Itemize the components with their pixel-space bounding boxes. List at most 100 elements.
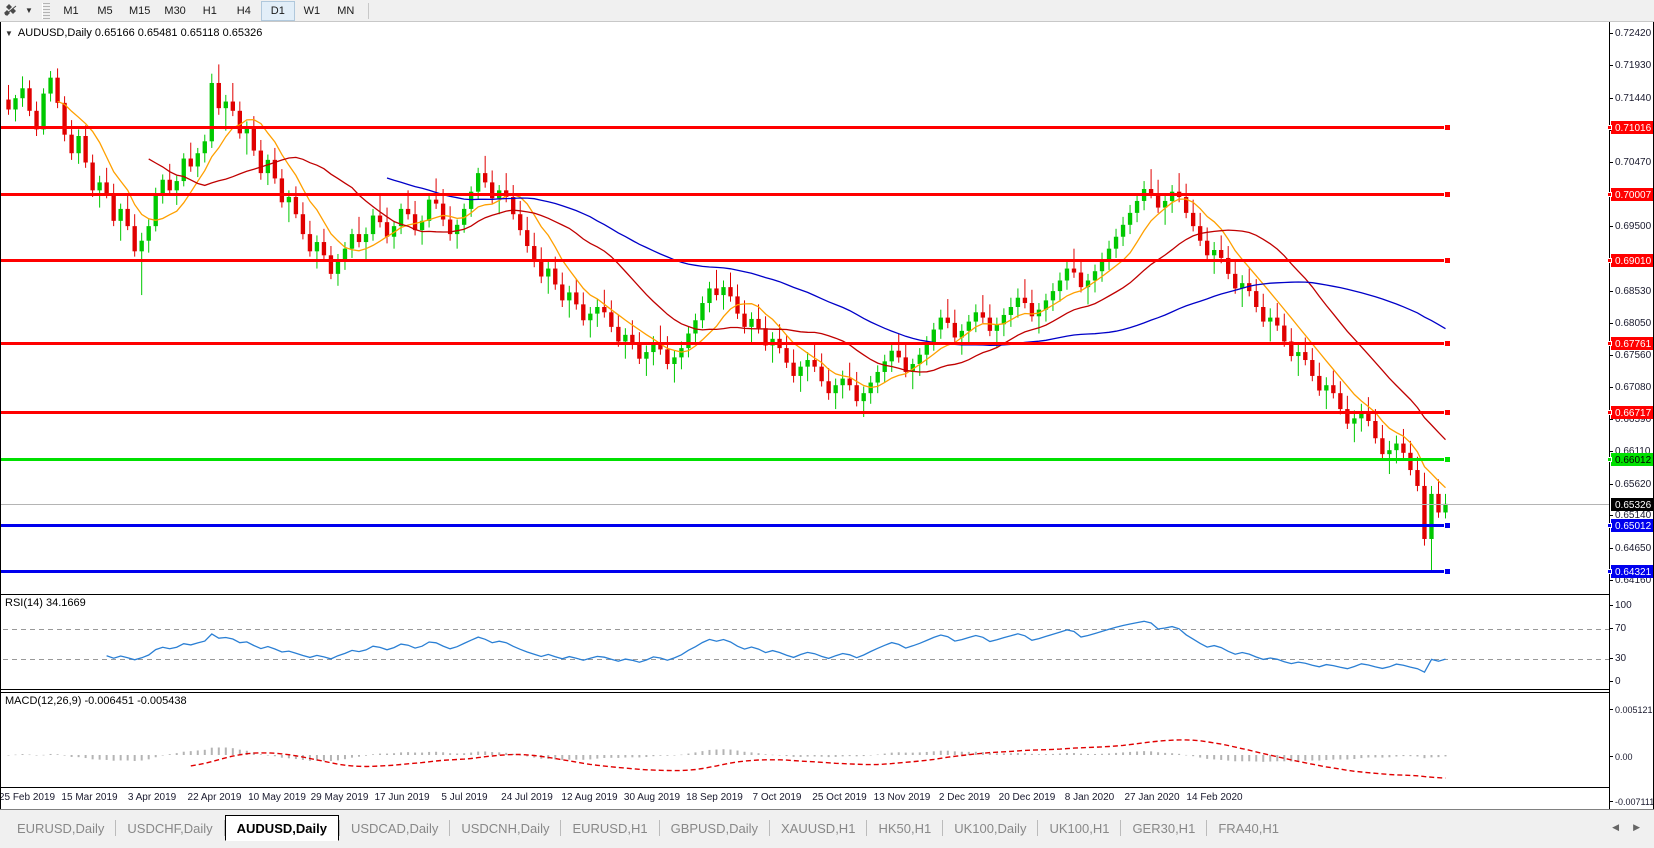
tab-divider: [560, 820, 562, 836]
tab-divider: [942, 820, 944, 836]
tab-gbpusd-daily[interactable]: GBPUSD,Daily: [670, 820, 759, 836]
price-label-support[interactable]: 0.66012: [1607, 452, 1653, 466]
tab-divider: [338, 820, 340, 836]
date-tick: 7 Oct 2019: [752, 792, 802, 803]
price-label-resistance[interactable]: 0.67761: [1607, 336, 1653, 350]
tab-uk100-daily[interactable]: UK100,Daily: [954, 820, 1027, 836]
level-drag-handle[interactable]: [1444, 521, 1451, 529]
level-handle[interactable]: [1607, 409, 1612, 415]
timeframe-w1[interactable]: W1: [303, 4, 321, 17]
tab-usdcnh-daily[interactable]: USDCNH,Daily: [461, 820, 550, 836]
price-label-current[interactable]: 0.65326: [1611, 498, 1653, 512]
timeframe-m15[interactable]: M15: [129, 4, 151, 17]
rsi-tick: 70: [1610, 623, 1653, 635]
level-line-blue-level[interactable]: [1, 567, 1451, 575]
level-handle[interactable]: [1607, 124, 1612, 130]
tab-xauusd-h1[interactable]: XAUUSD,H1: [781, 820, 856, 836]
macd-pane[interactable]: MACD(12,26,9) -0.006451 -0.005438: [1, 692, 1611, 787]
timeframe-m1[interactable]: M1: [63, 4, 79, 17]
toolbar-grip[interactable]: [42, 2, 50, 19]
macd-tick: 0.00: [1610, 751, 1653, 763]
level-handle[interactable]: [1607, 522, 1612, 528]
chart-tabbar: EURUSD,Daily USDCHF,Daily AUDUSD,Daily USDC…: [0, 809, 1654, 848]
price-pane[interactable]: ▼ AUDUSD,Daily 0.65166 0.65481 0.65118 0…: [1, 22, 1611, 592]
level-line-resistance[interactable]: [1, 190, 1451, 198]
tab-audusd-daily[interactable]: AUDUSD,Daily: [224, 815, 339, 841]
price-label-resistance[interactable]: 0.69010: [1607, 253, 1653, 267]
date-tick: 14 Feb 2020: [1186, 792, 1243, 803]
date-axis: 25 Feb 2019 15 Mar 2019 3 Apr 2019 22 Apr 2…: [1, 787, 1611, 809]
price-plot: [6, 64, 1448, 571]
price-tick: 0.64160: [1610, 575, 1653, 587]
level-handle[interactable]: [1607, 257, 1612, 263]
date-tick: 2 Dec 2019: [938, 792, 991, 803]
level-handle[interactable]: [1607, 340, 1612, 346]
level-line-support[interactable]: [1, 455, 1451, 463]
level-drag-handle[interactable]: [1444, 567, 1451, 575]
price-tick: 0.71930: [1610, 60, 1653, 72]
price-label-blue-level[interactable]: 0.64321: [1607, 564, 1653, 578]
level-drag-handle[interactable]: [1444, 408, 1451, 416]
chevron-down-icon[interactable]: ▼: [25, 6, 33, 15]
date-tick: 17 Jun 2019: [374, 792, 430, 803]
rsi-pane[interactable]: RSI(14) 34.1669: [1, 594, 1611, 690]
level-handle[interactable]: [1607, 456, 1612, 462]
timeframe-d1[interactable]: D1: [260, 0, 295, 21]
macd-label: MACD(12,26,9) -0.006451 -0.005438: [5, 695, 187, 707]
tab-divider: [1037, 820, 1039, 836]
level-drag-handle[interactable]: [1444, 256, 1451, 264]
level-line-resistance[interactable]: [1, 256, 1451, 264]
price-axis[interactable]: 0.724200.719300.714400.709500.704700.699…: [1607, 22, 1653, 809]
level-line-resistance[interactable]: [1, 123, 1451, 131]
timeframe-h1[interactable]: H1: [202, 4, 217, 17]
tab-hk50-h1[interactable]: HK50,H1: [878, 820, 932, 836]
caret-down-icon[interactable]: ▼: [5, 28, 13, 38]
macd-tick: 0.005121: [1610, 704, 1653, 716]
level-drag-handle[interactable]: [1444, 190, 1451, 198]
level-line-resistance[interactable]: [1, 408, 1451, 416]
tab-divider: [115, 820, 117, 836]
tab-eurusd-h1[interactable]: EURUSD,H1: [572, 820, 648, 836]
tab-eurusd-daily[interactable]: EURUSD,Daily: [17, 820, 105, 836]
timeframe-mn[interactable]: MN: [337, 4, 355, 17]
level-drag-handle[interactable]: [1444, 123, 1451, 131]
toolbar: ▼ M1 M5 M15 M30 H1 H4 D1 W1 MN: [0, 0, 1654, 22]
level-line-resistance[interactable]: [1, 339, 1451, 347]
level-line-blue-level[interactable]: [1, 521, 1451, 529]
tab-usdcad-daily[interactable]: USDCAD,Daily: [350, 820, 439, 836]
date-tick: 22 Apr 2019: [187, 792, 242, 803]
date-tick: 12 Aug 2019: [561, 792, 618, 803]
price-label-blue-level[interactable]: 0.65012: [1607, 518, 1653, 532]
triangle-left-icon[interactable]: ◀: [1612, 822, 1620, 832]
tab-usdchf-daily[interactable]: USDCHF,Daily: [127, 820, 213, 836]
tab-fra40-h1[interactable]: FRA40,H1: [1218, 820, 1280, 836]
timeframe-h4[interactable]: H4: [236, 4, 251, 17]
price-label-resistance[interactable]: 0.66717: [1607, 405, 1653, 419]
rsi-tick: 30: [1610, 653, 1653, 665]
tab-divider: [658, 820, 660, 836]
price-label-resistance[interactable]: 0.71016: [1607, 120, 1653, 134]
price-tick: 0.65140: [1610, 510, 1653, 522]
price-tick: 0.64650: [1610, 543, 1653, 555]
timeframe-buttons: M1 M5 M15 M30 H1 H4 D1 W1 MN: [54, 0, 363, 21]
tab-uk100-h1[interactable]: UK100,H1: [1049, 820, 1110, 836]
timeframe-m5[interactable]: M5: [97, 4, 113, 17]
date-tick: 13 Nov 2019: [873, 792, 931, 803]
price-label-resistance[interactable]: 0.70007: [1607, 187, 1653, 201]
chart-type-icon[interactable]: [0, 1, 22, 21]
price-tick: 0.72420: [1610, 28, 1653, 40]
symbol-ohlc-text: AUDUSD,Daily 0.65166 0.65481 0.65118 0.6…: [17, 27, 263, 39]
current-price-line: [1, 504, 1611, 506]
chart-canvas[interactable]: ▼ AUDUSD,Daily 0.65166 0.65481 0.65118 0…: [0, 22, 1654, 809]
date-tick: 30 Aug 2019: [623, 792, 681, 803]
date-tick: 5 Jul 2019: [441, 792, 488, 803]
price-tick: 0.67560: [1610, 350, 1653, 362]
level-drag-handle[interactable]: [1444, 339, 1451, 347]
level-drag-handle[interactable]: [1444, 455, 1451, 463]
triangle-right-icon[interactable]: ▶: [1633, 822, 1640, 832]
level-handle[interactable]: [1607, 568, 1612, 574]
tab-divider: [769, 820, 771, 836]
tab-ger30-h1[interactable]: GER30,H1: [1132, 820, 1196, 836]
timeframe-m30[interactable]: M30: [164, 4, 186, 17]
level-handle[interactable]: [1607, 191, 1612, 197]
